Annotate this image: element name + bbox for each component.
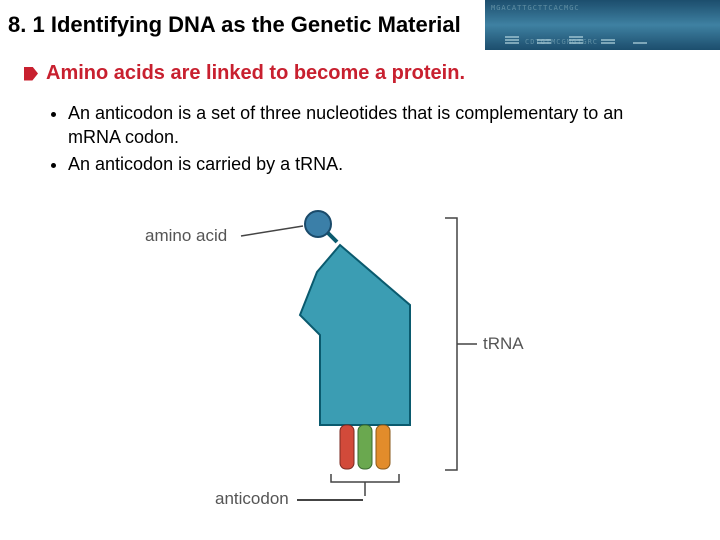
label-trna: tRNA (483, 334, 524, 354)
header-banner: 8. 1 Identifying DNA as the Genetic Mate… (0, 0, 720, 50)
chevron-icon (24, 67, 38, 81)
anticodon-bar-2 (358, 425, 372, 469)
amino-acid-ball (305, 211, 331, 237)
header-left: 8. 1 Identifying DNA as the Genetic Mate… (0, 0, 485, 50)
trna-diagram: amino acid tRNA anticodon (145, 210, 575, 510)
label-amino-acid: amino acid (145, 226, 227, 246)
header-decorative: MGACATTGCTTCACMGC CDTGTMCGMGTGRC (485, 0, 720, 50)
subheading-row: Amino acids are linked to become a prote… (18, 62, 702, 85)
section-heading: 8. 1 Identifying DNA as the Genetic Mate… (8, 12, 461, 38)
lead-amino-acid (241, 226, 303, 236)
dna-background: MGACATTGCTTCACMGC CDTGTMCGMGTGRC (485, 0, 720, 50)
section-title: Identifying DNA as the Genetic Material (51, 12, 461, 37)
bullet-list: An anticodon is a set of three nucleotid… (18, 95, 702, 176)
section-number: 8. 1 (8, 12, 45, 37)
bracket-trna (445, 218, 457, 470)
trna-body-shape (300, 245, 410, 425)
anticodon-bar-1 (340, 425, 354, 469)
bg-seq-top: MGACATTGCTTCACMGC (491, 4, 580, 12)
bullet-item: An anticodon is a set of three nucleotid… (68, 101, 672, 150)
bullet-item: An anticodon is carried by a tRNA. (68, 152, 672, 176)
anticodon-bar-3 (376, 425, 390, 469)
lead-anticodon (297, 499, 363, 501)
bracket-anticodon (331, 474, 399, 482)
trna-svg (145, 210, 575, 510)
subheading: Amino acids are linked to become a prote… (46, 62, 465, 85)
label-anticodon: anticodon (215, 489, 289, 509)
gel-bands (505, 28, 685, 44)
content-area: Amino acids are linked to become a prote… (0, 50, 720, 176)
